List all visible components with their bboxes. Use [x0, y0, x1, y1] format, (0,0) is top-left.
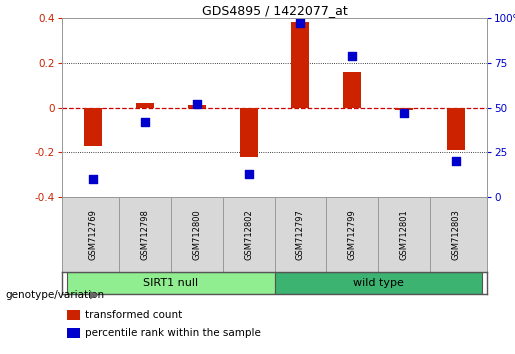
Point [193, 101, 201, 107]
Text: genotype/variation: genotype/variation [5, 290, 104, 300]
Point [348, 53, 356, 58]
Point [141, 119, 149, 125]
Text: ▶: ▶ [90, 290, 99, 300]
Bar [343, 72, 362, 108]
Point [452, 158, 460, 164]
Text: GSM712769: GSM712769 [89, 209, 98, 260]
Bar [239, 108, 258, 157]
Text: GSM712801: GSM712801 [400, 209, 408, 260]
Point [245, 171, 253, 177]
Bar [291, 22, 310, 108]
Text: wild type: wild type [353, 278, 404, 288]
Point [89, 176, 97, 182]
Text: percentile rank within the sample: percentile rank within the sample [85, 328, 261, 338]
Bar [84, 108, 102, 145]
Title: GDS4895 / 1422077_at: GDS4895 / 1422077_at [202, 4, 348, 17]
Point [296, 21, 304, 26]
Text: GSM712800: GSM712800 [192, 209, 201, 260]
Bar [447, 108, 465, 150]
Text: GSM712799: GSM712799 [348, 209, 357, 260]
Bar [274, 272, 482, 294]
Bar [136, 103, 154, 108]
Bar [67, 272, 274, 294]
Text: GSM712798: GSM712798 [141, 209, 149, 260]
Bar [187, 105, 206, 108]
Text: GSM712803: GSM712803 [452, 209, 460, 260]
Text: GSM712802: GSM712802 [244, 209, 253, 260]
Text: transformed count: transformed count [85, 310, 182, 320]
Bar [395, 108, 413, 110]
Point [400, 110, 408, 116]
Text: GSM712797: GSM712797 [296, 209, 305, 260]
Text: SIRT1 null: SIRT1 null [143, 278, 198, 288]
